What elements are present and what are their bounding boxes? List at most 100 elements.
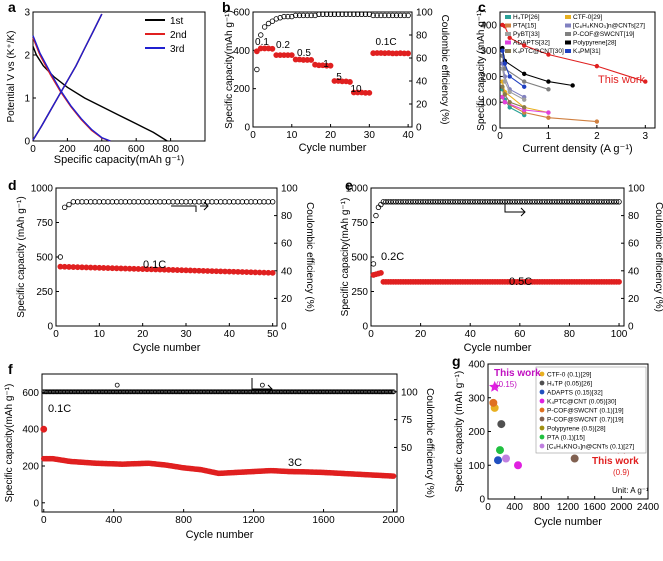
legend-swatch (505, 49, 511, 53)
capacity-point (405, 50, 412, 57)
efficiency-point (261, 199, 267, 205)
y-tick-label: 200 (22, 462, 39, 473)
y2-axis-label: Coulombic efficiency (%) (653, 202, 663, 312)
efficiency-point (265, 20, 272, 27)
y-tick-label: 0 (244, 123, 250, 134)
data-point (500, 84, 505, 89)
data-point (594, 63, 600, 69)
x-tick-label: 400 (93, 144, 110, 155)
capacity-point (253, 48, 260, 55)
plot-frame (252, 11, 413, 128)
y-tick-label: 0 (479, 495, 485, 506)
data-point (522, 71, 527, 77)
x-axis-label: Cycle number (464, 342, 532, 354)
x-axis-label: Cycle number (133, 342, 201, 354)
legend-label: P-COF@SWCNT (0.7)[19] (547, 417, 624, 424)
efficiency-point (285, 13, 291, 20)
efficiency-point (243, 199, 250, 205)
x-tick-label: 10 (286, 130, 298, 141)
efficiency-point (289, 13, 295, 20)
efficiency-point (335, 11, 342, 17)
rate-label: 0.1 (255, 37, 269, 48)
efficiency-point (374, 12, 380, 19)
data-point (570, 83, 575, 88)
efficiency-point (100, 199, 107, 205)
x-tick-label: 40 (403, 130, 415, 141)
efficiency-point (235, 199, 241, 205)
legend-swatch (539, 416, 545, 422)
capacity-point (40, 425, 48, 433)
efficiency-point (135, 199, 142, 205)
y-tick-label: 0 (24, 137, 30, 148)
x-tick-label: 0 (53, 329, 59, 340)
panel-f: f 0 400 800 1200 1600 2000 0 200 400 600 Cycle numb… (4, 361, 435, 541)
efficiency-point (273, 16, 279, 22)
plot-frame (370, 187, 625, 327)
efficiency-point (139, 199, 146, 205)
efficiency-point (320, 11, 326, 17)
x-tick-label: 20 (137, 329, 149, 340)
efficiency-point (265, 199, 272, 205)
efficiency-point (292, 12, 299, 19)
arrow-head (267, 384, 273, 394)
efficiency-point (300, 12, 307, 19)
data-point (507, 105, 512, 110)
x-tick-label: 30 (180, 329, 192, 340)
y-tick-label: 300 (468, 393, 485, 404)
efficiency-point (222, 199, 228, 205)
efficiency-point (144, 199, 150, 205)
x-tick-label: 2000 (382, 515, 405, 526)
x-tick-label: 1200 (557, 502, 580, 513)
efficiency-point (170, 199, 176, 205)
x-tick-label: 1200 (242, 515, 265, 526)
data-point (500, 94, 505, 100)
data-point (514, 461, 523, 470)
x-axis-label: Cycle number (186, 529, 254, 541)
y-tick-label: 0 (47, 322, 53, 333)
efficiency-point (304, 12, 310, 19)
y2-tick-label: 75 (401, 415, 413, 426)
efficiency-point (258, 32, 264, 38)
efficiency-point (389, 12, 396, 19)
data-point (497, 420, 506, 429)
y2-tick-label: 80 (281, 211, 293, 222)
x-tick-label: 20 (415, 329, 427, 340)
x-tick-label: 10 (94, 329, 106, 340)
legend-swatch (539, 371, 545, 377)
legend-label: K₄PM[31] (573, 48, 601, 55)
legend-label: H₄TP (0.05)[26] (547, 381, 592, 388)
legend-label: CTF-0 (0.1)[29] (547, 372, 592, 379)
series-line (32, 13, 103, 141)
data-point (546, 52, 551, 57)
legend-label: [C₆H₄KNO₃]n@CNTs (0.1)[27] (547, 444, 634, 451)
efficiency-point (316, 11, 322, 17)
efficiency-point (391, 389, 396, 395)
efficiency-point (347, 11, 353, 17)
y-tick-label: 400 (480, 20, 497, 31)
legend-label: Polypyrene (0.5)[28] (547, 426, 606, 433)
data-point (507, 100, 512, 105)
this-work-value: (0.9) (613, 468, 630, 477)
data-point (522, 84, 527, 89)
efficiency-point (213, 199, 220, 205)
panel-letter: a (8, 0, 16, 15)
x-tick-label: 800 (175, 515, 192, 526)
data-point (500, 48, 505, 53)
efficiency-point (118, 199, 124, 205)
legend-swatch (565, 32, 571, 36)
y-tick-label: 1000 (346, 184, 369, 195)
data-point (507, 74, 512, 79)
efficiency-point (351, 11, 357, 17)
series-line (501, 86, 525, 108)
legend-label: H₄TP[26] (513, 14, 540, 21)
efficiency-point (109, 199, 116, 205)
efficiency-point (269, 199, 276, 205)
legend-swatch (539, 425, 545, 431)
panel-g: g 0 400 800 1200 1600 2000 2400 0 100 200 300 400 Cyc… (452, 353, 660, 528)
efficiency-point (375, 204, 382, 211)
plot-frame (41, 373, 398, 513)
x-tick-label: 1 (546, 131, 552, 142)
y-tick-label: 100 (468, 461, 485, 472)
data-point (507, 35, 512, 40)
